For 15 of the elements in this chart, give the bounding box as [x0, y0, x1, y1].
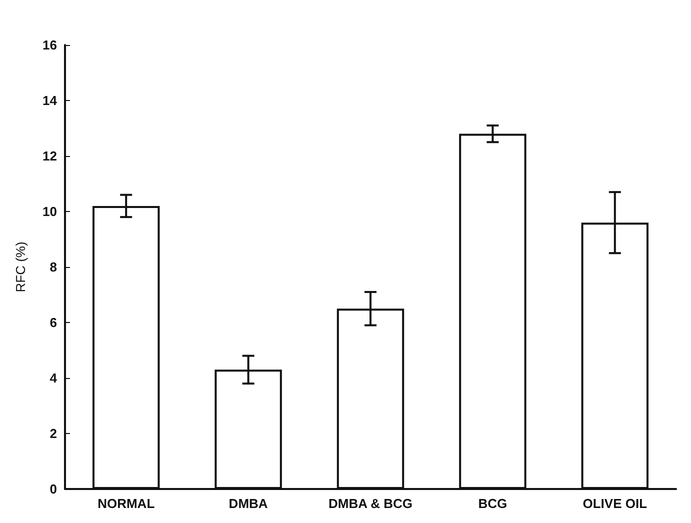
- y-tick-label: 0: [50, 482, 57, 496]
- x-tick-label: DMBA: [228, 496, 268, 511]
- y-tick-label: 8: [50, 260, 57, 274]
- x-tick-label: OLIVE OIL: [582, 496, 648, 511]
- y-tick-label: 16: [42, 38, 57, 52]
- y-tick-label: 6: [50, 315, 57, 330]
- y-tick-label: 12: [42, 148, 57, 164]
- y-axis-title: RFC (%): [13, 242, 28, 292]
- y-tick-label: 10: [42, 204, 57, 219]
- x-tick-label: DMBA & BCG: [328, 496, 413, 511]
- x-tick-label: BCG: [478, 496, 508, 511]
- y-tick-label: 2: [50, 426, 57, 441]
- x-tick-label: NORMAL: [98, 496, 155, 511]
- y-tick-label: 14: [42, 93, 58, 108]
- y-tick-label: 4: [50, 370, 58, 386]
